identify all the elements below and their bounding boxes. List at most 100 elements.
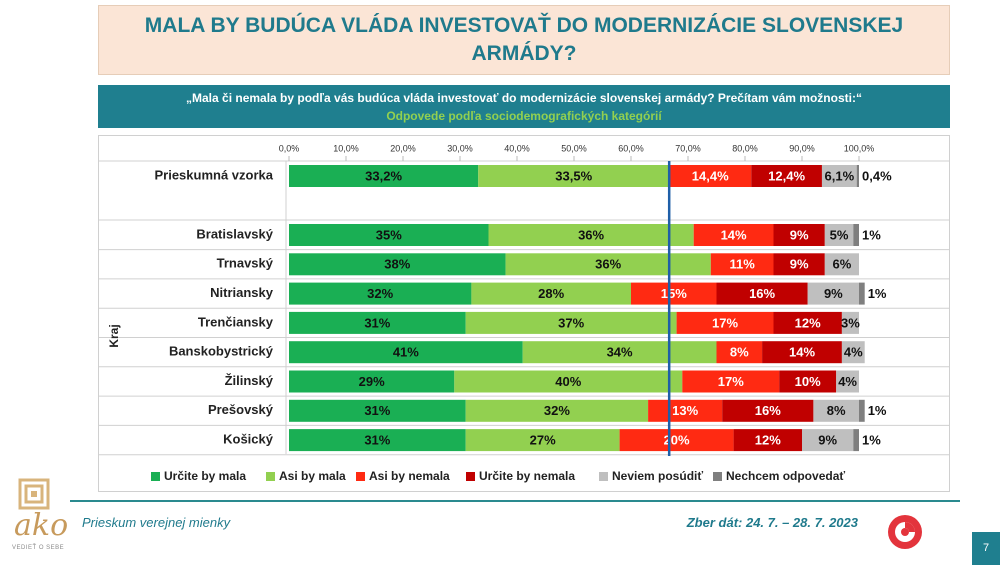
- bar-segment: [802, 429, 854, 452]
- category-label: Žilinský: [225, 373, 274, 388]
- bar-segment: [779, 370, 837, 393]
- category-label: Nitriansky: [210, 285, 274, 300]
- legend-label: Nechcem odpovedať: [726, 469, 845, 483]
- bar-segment: [773, 224, 825, 246]
- bar-segment: [824, 253, 859, 276]
- bar-segment: [289, 165, 479, 187]
- bar-segment: [716, 282, 808, 305]
- bar-segment: [853, 224, 859, 246]
- bar-segment: [710, 253, 774, 276]
- legend-label: Určite by nemala: [479, 469, 575, 483]
- value-label: 10%: [795, 374, 821, 389]
- bar-segment: [762, 341, 842, 364]
- bar-segment: [465, 399, 649, 422]
- bar-segment: [454, 370, 683, 393]
- value-label: 0,4%: [862, 168, 892, 183]
- x-tick-label: 80,0%: [732, 143, 758, 153]
- value-label: 32%: [367, 286, 393, 301]
- category-label: Bratislavský: [196, 226, 273, 241]
- legend-swatch: [151, 472, 160, 481]
- bar-segment: [841, 311, 859, 334]
- bar-segment: [682, 370, 780, 393]
- legend-swatch: [356, 472, 365, 481]
- x-tick-label: 70,0%: [675, 143, 701, 153]
- value-label: 17%: [712, 315, 738, 330]
- bar-segment: [289, 429, 466, 452]
- value-label: 8%: [730, 345, 749, 360]
- value-label: 32%: [544, 403, 570, 418]
- value-label: 15%: [661, 286, 687, 301]
- bar-segment: [773, 311, 842, 334]
- value-label: 12,4%: [768, 168, 805, 183]
- value-label: 16%: [755, 403, 781, 418]
- x-tick-label: 0,0%: [279, 143, 300, 153]
- value-label: 1%: [862, 433, 881, 448]
- category-label: Trnavský: [217, 256, 274, 271]
- title-box: MALA BY BUDÚCA VLÁDA INVESTOVAŤ DO MODER…: [98, 5, 950, 75]
- footer-left: Prieskum verejnej mienky: [82, 515, 231, 530]
- page-number: 7: [972, 532, 1000, 565]
- bar-segment: [807, 282, 859, 305]
- value-label: 14%: [789, 345, 815, 360]
- x-tick-label: 20,0%: [390, 143, 416, 153]
- value-label: 12%: [795, 315, 821, 330]
- value-label: 16%: [749, 286, 775, 301]
- legend-label: Určite by mala: [164, 469, 246, 483]
- bar-segment: [669, 165, 752, 187]
- bar-segment: [733, 429, 802, 452]
- value-label: 36%: [595, 257, 621, 272]
- value-label: 37%: [558, 315, 584, 330]
- x-tick-label: 50,0%: [561, 143, 587, 153]
- bar-segment: [289, 253, 506, 276]
- category-label: Trenčiansky: [198, 314, 274, 329]
- value-label: 41%: [393, 345, 419, 360]
- bar-segment: [773, 253, 825, 276]
- logo-icon: [18, 478, 50, 510]
- bar-segment: [824, 224, 854, 246]
- category-label: Košický: [223, 432, 274, 447]
- bar-segment: [465, 429, 620, 452]
- category-label: Prešovský: [208, 402, 274, 417]
- bar-segment: [853, 429, 859, 452]
- value-label: 9%: [824, 286, 843, 301]
- value-label: 4%: [838, 374, 857, 389]
- bar-segment: [648, 399, 723, 422]
- legend-swatch: [266, 472, 275, 481]
- value-label: 31%: [364, 315, 390, 330]
- legend-label: Neviem posúdiť: [612, 469, 703, 483]
- bar-segment: [693, 224, 774, 246]
- x-tick-label: 40,0%: [504, 143, 530, 153]
- bar-segment: [505, 253, 711, 276]
- value-label: 6%: [833, 257, 852, 272]
- bar-segment: [722, 399, 814, 422]
- footer-line: [70, 500, 960, 502]
- value-label: 35%: [376, 227, 402, 242]
- value-label: 29%: [359, 374, 385, 389]
- value-label: 28%: [538, 286, 564, 301]
- legend-swatch: [466, 472, 475, 481]
- y-axis-label: Kraj: [107, 324, 121, 347]
- bar-segment: [821, 165, 857, 187]
- bar-segment: [836, 370, 859, 393]
- category-label: Banskobystrický: [169, 344, 274, 359]
- bar-segment: [751, 165, 822, 187]
- bar-segment: [289, 311, 466, 334]
- category-label: Prieskumná vzorka: [154, 167, 273, 182]
- value-label: 34%: [607, 345, 633, 360]
- chart: 0,0% 10,0% 20,0% 30,0% 40,0% 50,0% 60,0% 70,0% 8…: [98, 135, 950, 492]
- value-label: 9%: [790, 227, 809, 242]
- value-label: 9%: [818, 433, 837, 448]
- title: MALA BY BUDÚCA VLÁDA INVESTOVAŤ DO MODER…: [144, 14, 904, 65]
- value-label: 1%: [868, 403, 887, 418]
- bar-segment: [471, 282, 631, 305]
- value-label: 33,2%: [365, 168, 402, 183]
- bar-segment: [859, 282, 865, 305]
- bar-segment: [856, 165, 859, 187]
- legend-label: Asi by mala: [279, 469, 346, 483]
- value-label: 1%: [868, 286, 887, 301]
- value-label: 13%: [672, 403, 698, 418]
- legend-swatch: [713, 472, 722, 481]
- footer-right: Zber dát: 24. 7. – 28. 7. 2023: [686, 515, 858, 530]
- bar-segment: [488, 224, 694, 246]
